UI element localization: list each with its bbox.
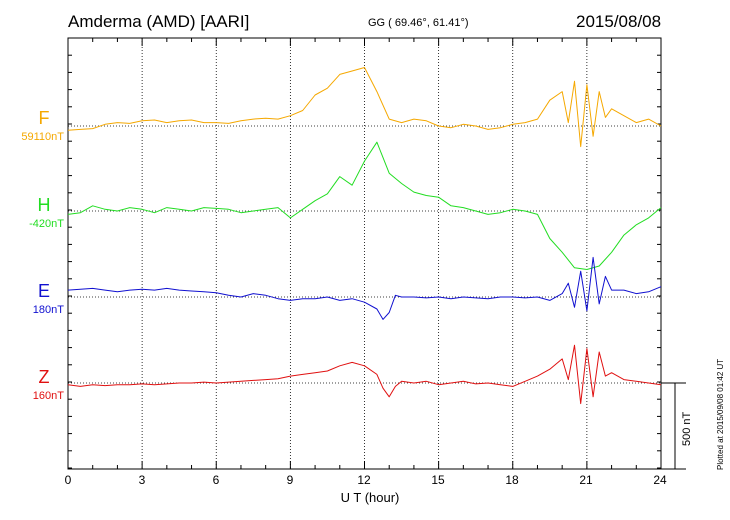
baseline-label-f: 59110nT — [21, 131, 64, 143]
x-tick-label: 18 — [505, 473, 519, 487]
series-line-f — [67, 67, 662, 148]
series-line-e — [67, 256, 662, 320]
x-tick-label: 15 — [431, 473, 445, 487]
grid — [68, 38, 661, 469]
plot-date: 2015/08/08 — [576, 12, 662, 31]
x-tick-label: 0 — [64, 473, 72, 487]
x-ticks — [67, 37, 662, 469]
geographic-coords: GG ( 69.46°, 61.41°) — [368, 17, 469, 29]
x-tick-label: 6 — [212, 473, 220, 487]
baseline-label-h: -420nT — [29, 218, 64, 230]
x-tick-label: 24 — [653, 473, 667, 487]
baseline-label-z: 160nT — [32, 390, 64, 402]
component-label-z: Z — [38, 367, 50, 387]
component-label-f: F — [38, 108, 50, 128]
series-line-z — [67, 344, 662, 405]
x-axis-label: U T (hour) — [340, 490, 400, 505]
baseline-label-e: 180nT — [32, 304, 64, 316]
component-label-h: H — [37, 195, 51, 215]
scale-bar — [661, 382, 686, 470]
x-tick-label: 21 — [579, 473, 593, 487]
plotted-timestamp: Plotted at 2015/09/08 01:42 UT — [716, 358, 725, 470]
series-line-h — [67, 141, 662, 270]
station-title: Amderma (AMD) [AARI] — [68, 12, 250, 31]
x-tick-label: 9 — [286, 473, 294, 487]
component-label-e: E — [37, 281, 50, 301]
traces — [67, 67, 662, 405]
x-tick-label: 3 — [138, 473, 146, 487]
scale-bar-label: 500 nT — [681, 411, 693, 446]
x-tick-label: 12 — [357, 473, 371, 487]
